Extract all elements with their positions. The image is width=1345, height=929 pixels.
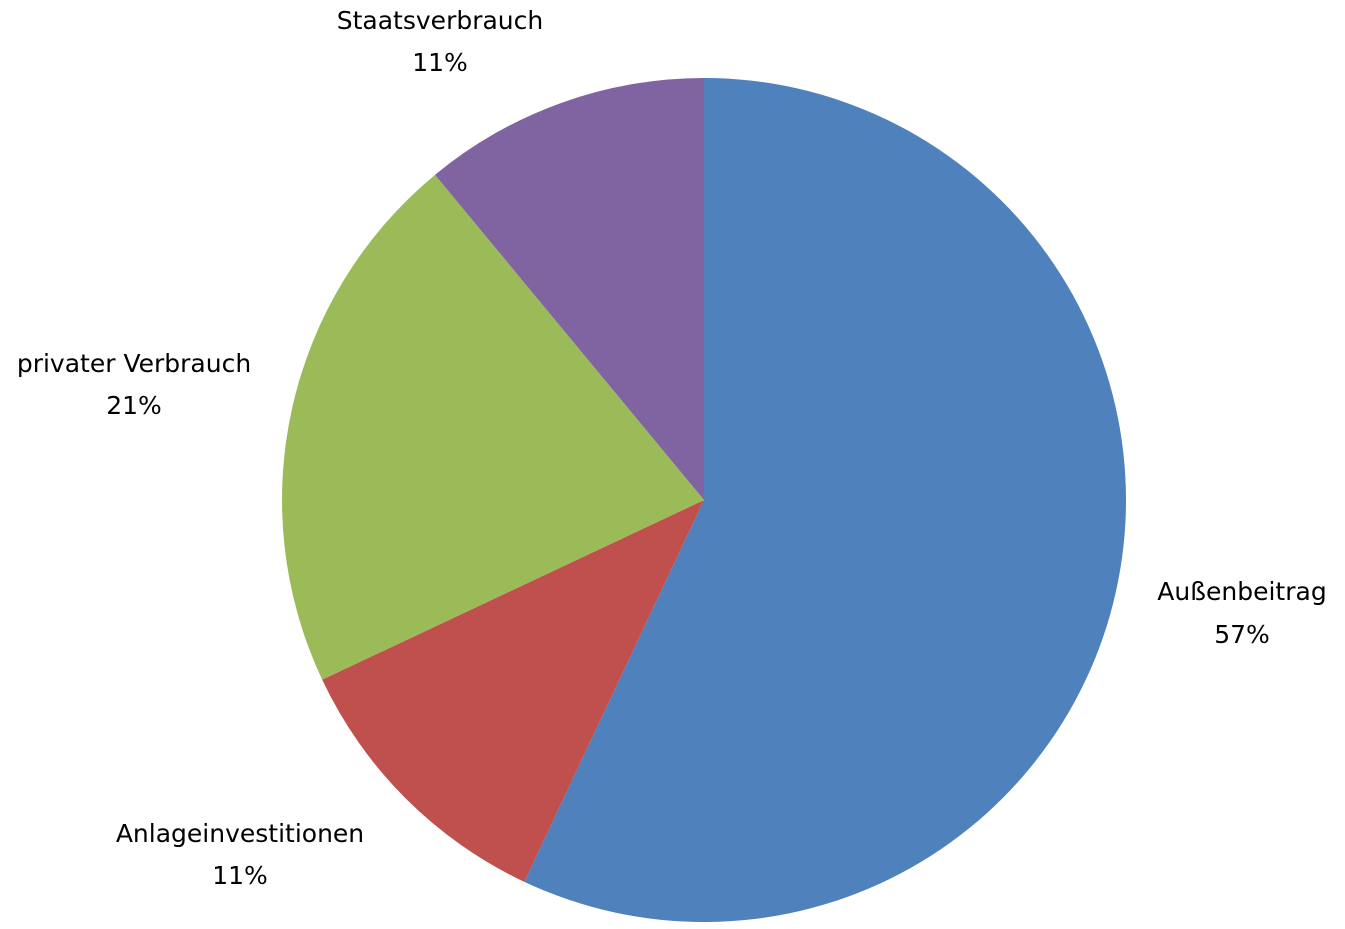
slices-group — [281, 78, 1126, 922]
slice-aussenbeitrag — [524, 78, 1126, 922]
label-anlageinvestitionen-percent: 11% — [212, 861, 268, 890]
label-anlageinvestitionen-name: Anlageinvestitionen — [116, 819, 364, 848]
label-aussenbeitrag-percent: 57% — [1214, 620, 1270, 649]
label-privater-verbrauch-percent: 21% — [106, 391, 162, 420]
slice-privater-verbrauch — [281, 174, 704, 680]
label-staatsverbrauch-name: Staatsverbrauch — [337, 6, 544, 35]
labels-group: Außenbeitrag 57% Anlageinvestitionen 11%… — [17, 6, 1327, 890]
slice-anlageinvestitionen — [322, 500, 704, 882]
slice-staatsverbrauch — [435, 78, 704, 500]
label-staatsverbrauch-percent: 11% — [412, 48, 468, 77]
label-privater-verbrauch-name: privater Verbrauch — [17, 349, 251, 378]
label-aussenbeitrag-name: Außenbeitrag — [1157, 577, 1326, 606]
